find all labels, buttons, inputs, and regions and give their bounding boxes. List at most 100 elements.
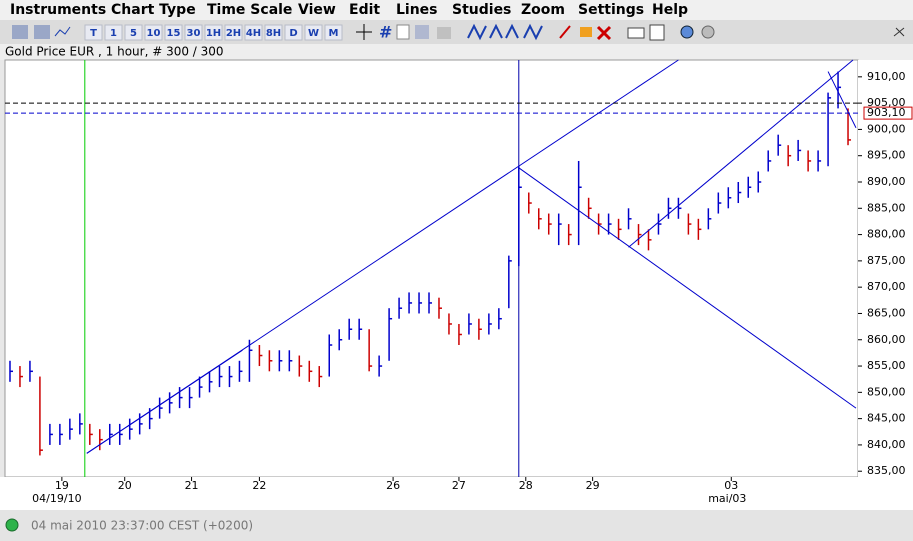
x-tick-label: 26 (386, 479, 400, 492)
icon[interactable] (893, 27, 905, 37)
x-sub-label: 04/19/10 (32, 492, 81, 505)
period-button[interactable] (164, 24, 183, 41)
period-button[interactable] (104, 24, 123, 41)
period-button[interactable] (264, 24, 283, 41)
period-label[interactable]: 2H (226, 28, 241, 39)
icon[interactable] (649, 24, 665, 41)
x-tick-label: 20 (118, 479, 132, 492)
period-label[interactable]: 15 (167, 28, 181, 39)
x-tick-label: 21 (185, 479, 199, 492)
plot-area (4, 59, 859, 478)
price-label: 903,10 (867, 106, 906, 119)
menu-bar (0, 0, 913, 20)
x-tick-label: 22 (252, 479, 266, 492)
menu-item[interactable]: Time Scale (207, 2, 292, 18)
period-label[interactable]: 1H (206, 28, 221, 39)
icon[interactable] (396, 24, 410, 40)
trend-line (518, 167, 857, 409)
chart: 835,00 840,00 845,00 850,00 855,00 860,00 865,… (5, 59, 913, 505)
period-label[interactable]: 4H (246, 28, 261, 39)
y-tick-label: 870,00 (867, 280, 906, 293)
menu-item[interactable]: Lines (396, 2, 438, 18)
menu-item[interactable]: Studies (452, 2, 511, 18)
period-button[interactable] (204, 24, 223, 41)
chart-title: Gold Price EUR , 1 hour, # 300 / 300 (5, 45, 224, 59)
toolbar-icons: # (12, 23, 905, 42)
period-label[interactable]: 10 (147, 28, 161, 39)
period-button[interactable] (124, 24, 143, 41)
menu-item[interactable]: Edit (349, 2, 380, 18)
x-tick-label: 28 (519, 479, 533, 492)
y-tick-label: 855,00 (867, 359, 906, 372)
time-axis (0, 477, 913, 510)
icon[interactable] (627, 27, 645, 39)
icon[interactable] (34, 25, 50, 39)
status-text: 04 mai 2010 23:37:00 CEST (+0200) (31, 519, 253, 533)
menu-item[interactable]: Settings (578, 2, 644, 18)
icon[interactable] (580, 27, 592, 37)
price-label: 905,00 (867, 96, 906, 109)
icon[interactable] (12, 25, 28, 39)
y-tick-label: 890,00 (867, 175, 906, 188)
icon[interactable] (437, 27, 451, 39)
x-sub-label: mai/03 (708, 492, 746, 505)
period-label[interactable]: M (329, 28, 339, 39)
y-tick-label: 910,00 (867, 70, 906, 83)
period-button[interactable] (304, 24, 323, 41)
y-tick-label: 900,00 (867, 122, 906, 135)
icon[interactable]: # (379, 23, 392, 42)
period-button[interactable] (324, 24, 343, 41)
period-label[interactable]: 30 (187, 28, 201, 39)
y-tick-label: 845,00 (867, 412, 906, 425)
period-label[interactable]: 1 (110, 28, 117, 39)
price-axis (858, 60, 913, 477)
icon[interactable] (559, 25, 571, 39)
icon[interactable] (467, 23, 543, 41)
x-tick-label: 19 (55, 479, 69, 492)
y-tick-label: 835,00 (867, 464, 906, 477)
period-button[interactable] (284, 24, 303, 41)
period-button[interactable] (244, 24, 263, 41)
period-label[interactable]: W (308, 28, 319, 39)
period-label[interactable]: 5 (130, 28, 137, 39)
y-tick-label: 860,00 (867, 333, 906, 346)
icon[interactable] (356, 24, 372, 40)
y-tick-label: 895,00 (867, 149, 906, 162)
icon[interactable] (596, 25, 612, 41)
trend-line (827, 71, 857, 129)
menu-item[interactable]: Chart Type (111, 2, 196, 18)
y-tick-label: 865,00 (867, 306, 906, 319)
menu-item[interactable]: View (298, 2, 336, 18)
trend-line (86, 349, 243, 454)
period-label[interactable]: T (90, 28, 97, 39)
title-bar (0, 44, 913, 60)
status-indicator (5, 518, 19, 532)
icon[interactable] (415, 25, 429, 39)
y-tick-label: 850,00 (867, 385, 906, 398)
x-tick-label: 03 (724, 479, 738, 492)
y-tick-label: 840,00 (867, 438, 906, 451)
period-label[interactable]: 8H (266, 28, 281, 39)
period-button[interactable] (184, 24, 203, 41)
menu-item[interactable]: Help (652, 2, 688, 18)
x-tick-label: 27 (452, 479, 466, 492)
icon[interactable] (701, 25, 715, 39)
menu-item[interactable]: Zoom (521, 2, 565, 18)
y-tick-label: 880,00 (867, 228, 906, 241)
period-label[interactable]: D (289, 28, 297, 39)
period-button[interactable] (224, 24, 243, 41)
period-button[interactable] (84, 24, 103, 41)
price-label-box (864, 97, 912, 110)
icon[interactable] (680, 25, 694, 39)
price-label-box (863, 106, 913, 120)
trend-line (628, 59, 854, 248)
menu-item[interactable]: Instruments (10, 2, 106, 18)
icon[interactable] (54, 26, 71, 37)
menu: Instruments Chart Type Time Scale View Edit L… (10, 2, 688, 41)
y-tick-label: 875,00 (867, 254, 906, 267)
y-tick-label: 885,00 (867, 201, 906, 214)
period-button[interactable] (144, 24, 163, 41)
x-tick-label: 29 (586, 479, 600, 492)
